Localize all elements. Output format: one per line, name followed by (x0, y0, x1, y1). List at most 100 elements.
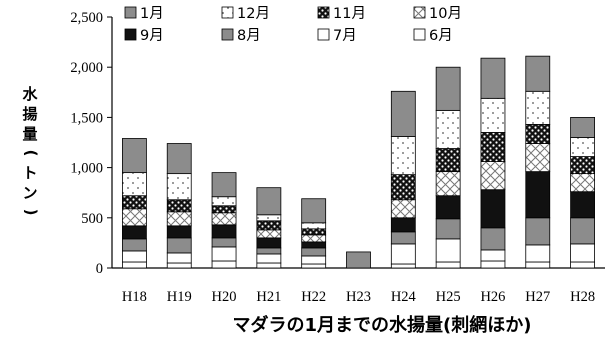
bar-segment (301, 241, 327, 249)
bar-segment (256, 253, 282, 264)
bar-segment (166, 199, 192, 213)
y-tick-label: 2,500 (70, 10, 103, 26)
x-tick-label: H22 (301, 289, 326, 305)
legend-label: 7月 (333, 28, 357, 44)
y-tick-label: 2,000 (70, 60, 103, 76)
y-axis-label-char: ト (22, 164, 37, 182)
legend-label: 6月 (429, 28, 453, 44)
bar-segment (256, 247, 282, 255)
bar-segment (211, 224, 237, 239)
legend-swatch (413, 28, 426, 41)
bar-segment (166, 143, 192, 175)
bar-segment (211, 212, 237, 226)
x-tick-label: H27 (525, 289, 550, 305)
bar-segment (122, 238, 147, 252)
bar-segment (525, 171, 551, 219)
bar-segment (435, 195, 461, 220)
bar-segment (390, 263, 416, 269)
bar-segment (480, 161, 506, 191)
bar-segment (570, 261, 595, 269)
bar-segment (301, 255, 327, 265)
y-axis-label-char: 量 (22, 125, 37, 143)
bar-segment (211, 172, 237, 198)
bar-segment (166, 262, 192, 269)
legend-label: 12月 (237, 6, 270, 22)
bar-segment (525, 261, 551, 269)
bar-segment (480, 132, 506, 162)
bar-segment (435, 148, 461, 173)
bar-segment (525, 143, 551, 173)
bar-segment (480, 97, 506, 133)
bar-segment (480, 249, 506, 262)
legend-swatch (413, 6, 426, 19)
bar-segment (390, 90, 416, 137)
y-axis-label-char: ) (22, 209, 40, 216)
bar-segment (435, 171, 461, 197)
x-tick-label: H24 (391, 289, 417, 305)
legend-swatch (317, 28, 330, 41)
legend-label: 10月 (429, 6, 462, 22)
y-tick-label: 0 (96, 261, 103, 277)
bar-segment (301, 234, 327, 243)
x-tick-label: H28 (570, 289, 595, 305)
legend-swatch (124, 6, 137, 19)
bar-segment (211, 237, 237, 248)
bar-segment (480, 189, 506, 229)
bar-segment (301, 247, 327, 257)
y-axis-label: 水 揚 量 ( ト ン ) (22, 85, 40, 215)
y-axis-label-char: 揚 (22, 105, 37, 123)
bar-segment (211, 246, 237, 262)
bar-segment (390, 136, 416, 176)
chart-title: マダラの1月までの水揚量(刺網ほか) (233, 314, 532, 336)
bar-segment (435, 66, 461, 111)
bar-segment (256, 237, 282, 249)
chart-bars (122, 55, 595, 269)
legend-swatch (317, 6, 330, 19)
bar-segment (570, 117, 595, 138)
chart-axes: 0 500 1,000 1,500 2,000 2,500 H18 H19 H20 H21 H22 H… (70, 10, 605, 305)
bar-segment (480, 57, 506, 99)
bar-segment (390, 199, 416, 219)
bar-segment (525, 244, 551, 263)
y-tick-label: 1,000 (70, 161, 103, 177)
bar-segment (435, 238, 461, 263)
x-tick-label: H25 (436, 289, 461, 305)
bar-segment (301, 198, 327, 224)
bar-segment (166, 237, 192, 254)
bar-segment (211, 260, 237, 269)
chart-legend: 1月 12月 11月 10月 9月 8月 7月 6月 (124, 6, 462, 44)
bar-segment (122, 225, 147, 240)
bar-segment (256, 220, 282, 231)
y-tick-label: 1,500 (70, 110, 103, 126)
bar-segment (570, 156, 595, 175)
bar-segment (390, 231, 416, 245)
y-axis-label-char: ン (22, 184, 37, 202)
bar-segment (166, 225, 192, 239)
bar-segment (166, 173, 192, 201)
bar-segment (346, 251, 371, 269)
bar-segment (435, 109, 461, 149)
bar-segment (122, 208, 147, 227)
bar-segment (301, 222, 327, 230)
bar-segment (435, 218, 461, 240)
bar-segment (570, 191, 595, 219)
y-axis-label-char: 水 (22, 85, 38, 103)
legend-swatch (221, 28, 234, 41)
bar-segment (122, 195, 147, 210)
bar-segment (211, 196, 237, 207)
legend-swatch (221, 6, 234, 19)
bar-segment (570, 243, 595, 263)
bar-segment (166, 252, 192, 264)
bar-segment (435, 261, 461, 269)
legend-label: 9月 (140, 28, 164, 44)
bar-segment (525, 217, 551, 246)
bar-segment (122, 250, 147, 263)
legend-label: 1月 (140, 6, 164, 22)
bar-segment (122, 172, 147, 197)
bar-segment (570, 217, 595, 245)
x-tick-label: H19 (167, 289, 192, 305)
legend-label: 11月 (333, 6, 366, 22)
bar-segment (390, 243, 416, 265)
bar-segment (525, 90, 551, 125)
